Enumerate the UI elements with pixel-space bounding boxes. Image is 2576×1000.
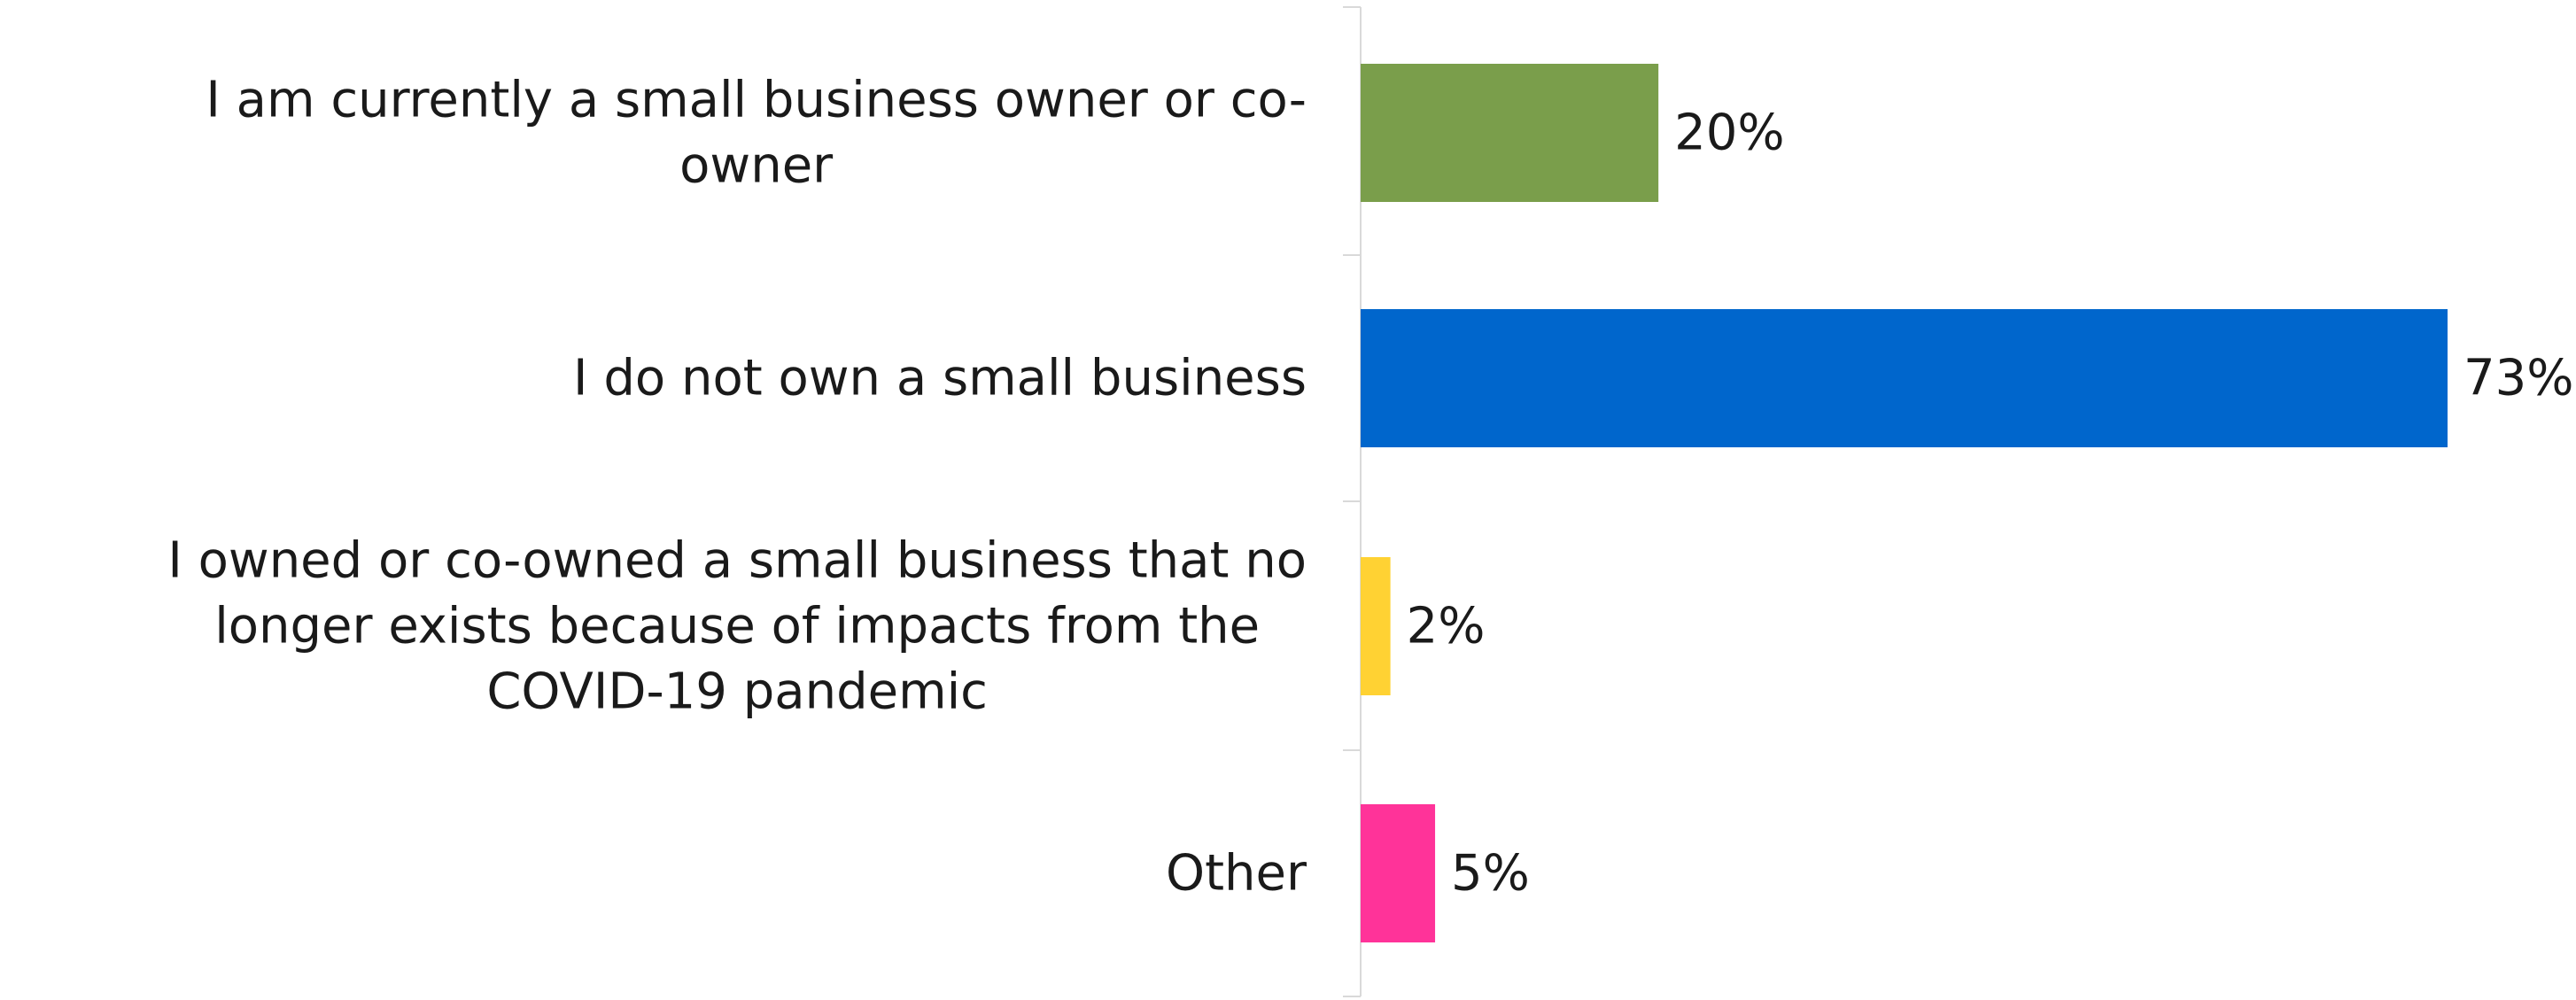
category-label-line: I am currently a small business owner or… <box>206 72 1307 129</box>
category-label-line: COVID-19 pandemic <box>486 663 988 721</box>
category-axis <box>1343 6 1362 997</box>
category-label: I do not own a small business <box>573 350 1307 407</box>
category-label: I owned or co-owned a small business tha… <box>167 532 1307 721</box>
category-label-line: I do not own a small business <box>573 350 1307 407</box>
category-label-line: Other <box>1166 845 1307 903</box>
bar-value-label: 20% <box>1674 105 1784 162</box>
category-label: Other <box>1166 845 1307 903</box>
category-label-line: I owned or co-owned a small business tha… <box>167 532 1307 590</box>
bar <box>1361 557 1391 695</box>
category-labels: I am currently a small business owner or… <box>167 72 1307 903</box>
bar <box>1361 309 2448 447</box>
bar <box>1361 804 1436 942</box>
category-label-line: longer exists because of impacts from th… <box>214 598 1260 655</box>
bar-value-label: 73% <box>2463 350 2573 407</box>
category-label-line: owner <box>679 137 834 195</box>
category-label: I am currently a small business owner or… <box>206 72 1307 195</box>
bar-value-label: 5% <box>1451 845 1530 903</box>
value-labels: 20% 73% 2% 5% <box>1407 105 2574 903</box>
bar-value-label: 2% <box>1407 598 1486 655</box>
bars <box>1361 64 2448 942</box>
bar <box>1361 64 1659 202</box>
